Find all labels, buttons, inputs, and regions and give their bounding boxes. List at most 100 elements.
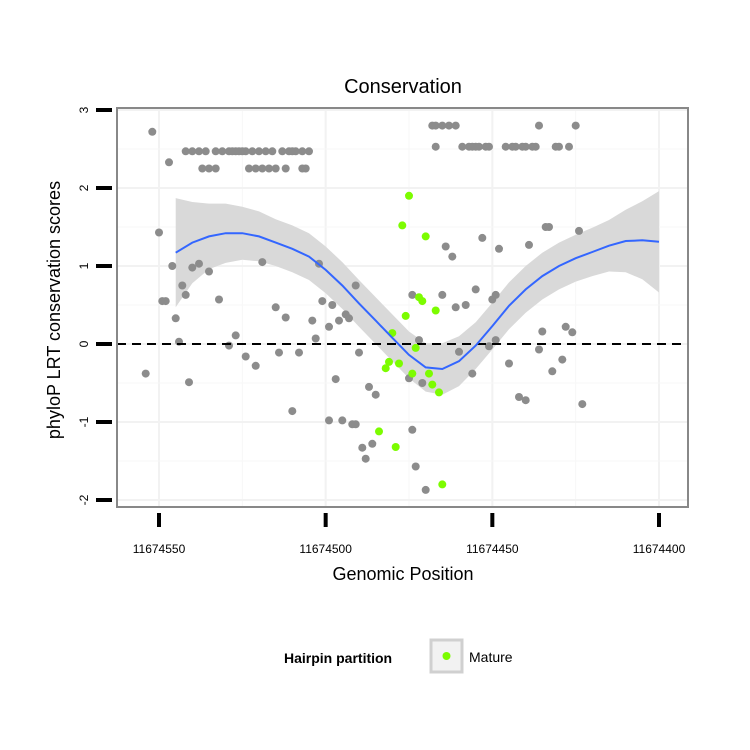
data-point-other xyxy=(278,147,287,156)
data-point-other xyxy=(271,303,280,312)
data-point-other xyxy=(331,375,340,384)
data-point-mature xyxy=(391,443,400,451)
x-axis: 11674550 11674500 11674450 11674400 xyxy=(133,513,686,556)
data-point-other xyxy=(485,342,493,351)
data-point-other xyxy=(485,142,493,151)
data-point-other xyxy=(511,142,520,151)
data-point-other xyxy=(251,361,260,370)
data-point-other xyxy=(311,334,320,343)
data-point-other xyxy=(245,164,253,173)
data-point-other xyxy=(205,164,213,173)
data-point-other xyxy=(345,314,353,323)
data-point-other xyxy=(231,331,240,340)
data-point-other xyxy=(441,242,450,251)
data-point-other xyxy=(198,164,207,173)
data-point-other xyxy=(411,462,420,471)
x-tick-label: 11674450 xyxy=(466,542,519,556)
data-point-other xyxy=(351,420,360,429)
data-point-other xyxy=(571,121,580,130)
data-point-other xyxy=(275,348,283,357)
x-axis-label: Genomic Position xyxy=(332,564,473,584)
data-point-other xyxy=(438,290,447,299)
data-point-other xyxy=(555,142,563,151)
legend-label-mature: Mature xyxy=(469,649,513,665)
data-point-other xyxy=(258,258,267,267)
data-point-other xyxy=(165,158,173,167)
data-point-mature xyxy=(411,343,420,352)
data-point-other xyxy=(168,262,177,270)
data-point-other xyxy=(211,147,220,156)
data-point-other xyxy=(505,359,513,368)
data-point-other xyxy=(261,147,270,156)
data-point-other xyxy=(195,147,203,156)
y-tick-label: -2 xyxy=(77,494,91,505)
data-point-other xyxy=(308,316,317,325)
data-point-other xyxy=(281,313,290,322)
x-tick-label: 11674400 xyxy=(633,542,686,556)
data-point-other xyxy=(421,485,430,494)
data-point-other xyxy=(525,240,533,249)
data-point-other xyxy=(258,164,267,173)
data-point-other xyxy=(291,147,300,156)
data-point-other xyxy=(268,147,277,156)
data-point-other xyxy=(408,425,417,434)
data-point-mature xyxy=(408,369,417,378)
data-point-other xyxy=(298,147,307,156)
data-point-other xyxy=(521,396,530,405)
data-point-other xyxy=(458,142,467,151)
data-point-mature xyxy=(398,221,407,230)
data-point-other xyxy=(195,259,203,268)
data-point-other xyxy=(491,290,500,299)
points-mature-series xyxy=(375,191,447,489)
data-point-other xyxy=(568,328,577,337)
data-point-mature xyxy=(418,297,427,306)
data-point-other xyxy=(491,336,500,345)
data-point-other xyxy=(225,341,233,350)
data-point-other xyxy=(478,233,487,242)
legend-mature-marker xyxy=(442,652,451,660)
loess-smooth-line xyxy=(175,232,660,371)
data-point-other xyxy=(361,454,370,463)
data-point-mature xyxy=(395,359,403,368)
data-point-mature xyxy=(401,311,410,320)
data-point-other xyxy=(408,290,417,299)
data-point-mature xyxy=(438,480,447,489)
data-point-mature xyxy=(431,306,440,315)
y-tick-label: 3 xyxy=(77,106,91,113)
data-point-other xyxy=(418,379,427,387)
data-point-other xyxy=(495,244,503,253)
data-point-other xyxy=(438,121,447,130)
data-point-other xyxy=(188,263,197,272)
data-point-other xyxy=(148,127,157,136)
data-point-other xyxy=(301,164,310,173)
data-point-other xyxy=(171,314,180,323)
data-point-other xyxy=(281,164,290,173)
data-point-other xyxy=(365,382,373,391)
data-point-mature xyxy=(421,232,430,241)
data-point-other xyxy=(368,439,377,448)
data-point-other xyxy=(288,407,297,416)
data-point-other xyxy=(561,322,570,331)
data-point-other xyxy=(475,142,483,151)
data-point-other xyxy=(318,297,327,306)
data-point-other xyxy=(185,378,193,387)
data-point-other xyxy=(325,322,333,331)
y-axis: -2 -1 0 1 2 3 xyxy=(77,106,112,505)
data-point-other xyxy=(358,443,367,452)
data-point-other xyxy=(575,226,583,235)
data-point-mature xyxy=(381,364,390,373)
data-point-other xyxy=(355,348,363,357)
data-point-other xyxy=(535,121,543,130)
data-point-other xyxy=(248,147,257,156)
data-point-other xyxy=(461,301,470,309)
data-point-mature xyxy=(428,380,437,389)
data-point-mature xyxy=(435,388,443,397)
x-tick-label: 11674550 xyxy=(133,542,186,556)
data-point-other xyxy=(445,121,453,130)
data-point-other xyxy=(178,281,187,290)
y-axis-label: phyloP LRT conservation scores xyxy=(44,181,64,439)
data-point-other xyxy=(535,345,543,354)
data-point-other xyxy=(205,267,213,276)
data-point-other xyxy=(578,400,587,409)
